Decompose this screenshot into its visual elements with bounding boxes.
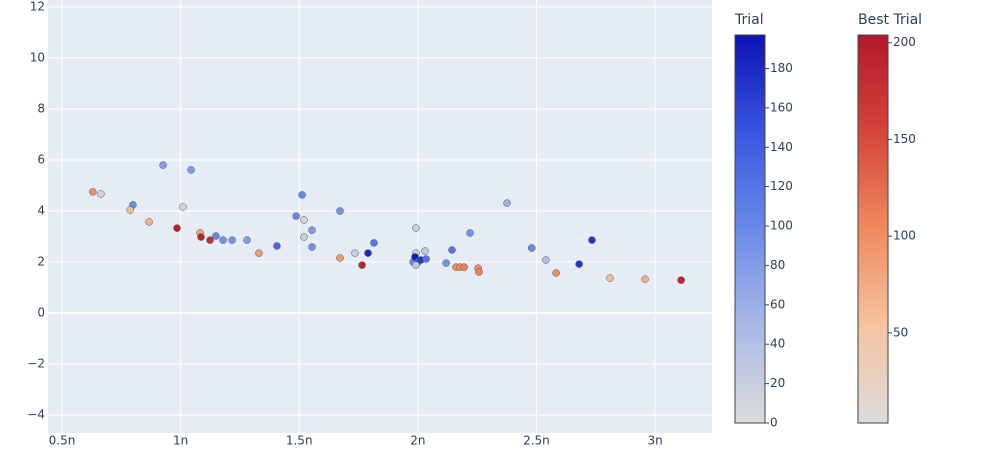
point xyxy=(228,236,236,244)
y-tick-label: 12 xyxy=(30,0,45,13)
y-tick-label: 6 xyxy=(37,152,45,166)
y-tick-label: 0 xyxy=(37,306,45,320)
point xyxy=(575,260,583,268)
point xyxy=(442,259,450,267)
point xyxy=(273,242,281,250)
point xyxy=(422,255,430,263)
colorbar-tick-label: 100 xyxy=(770,219,793,233)
y-tick-label: 8 xyxy=(37,101,45,115)
point xyxy=(212,232,220,240)
point xyxy=(475,268,483,276)
point xyxy=(145,218,153,226)
x-tick-label: 1.5n xyxy=(286,434,313,448)
point xyxy=(552,269,560,277)
x-tick-label: 3n xyxy=(647,434,662,448)
x-tick-label: 2n xyxy=(410,434,425,448)
point xyxy=(173,224,181,232)
point xyxy=(126,206,134,214)
point xyxy=(641,275,649,283)
y-tick-label: 2 xyxy=(37,255,45,269)
point xyxy=(255,249,263,257)
point xyxy=(97,190,105,198)
colorbar-tick-label: 20 xyxy=(770,376,785,390)
point xyxy=(421,247,429,255)
x-tick-label: 1n xyxy=(173,434,188,448)
point xyxy=(412,261,420,269)
point xyxy=(364,249,372,257)
point xyxy=(159,161,167,169)
colorbar-tick-label: 40 xyxy=(770,337,785,351)
colorbar-tick-label: 120 xyxy=(770,179,793,193)
colorbar-title: Trial xyxy=(734,12,764,28)
point xyxy=(89,188,97,196)
point xyxy=(179,203,187,211)
colorbar-tick-label: 180 xyxy=(770,61,793,75)
point xyxy=(336,254,344,262)
point xyxy=(448,246,456,254)
y-tick-label: −2 xyxy=(27,357,45,371)
colorbar-tick-label: 140 xyxy=(770,140,793,154)
plot-area xyxy=(48,0,712,433)
point xyxy=(292,212,300,220)
point xyxy=(197,233,205,241)
colorbar-tick-label: 80 xyxy=(770,258,785,272)
point xyxy=(336,207,344,215)
point xyxy=(370,239,378,247)
point xyxy=(503,199,511,207)
colorbar xyxy=(857,34,889,424)
x-tick-label: 2.5n xyxy=(523,434,550,448)
point xyxy=(466,229,474,237)
point xyxy=(206,236,214,244)
point xyxy=(412,224,420,232)
colorbar-tick-label: 50 xyxy=(893,325,908,339)
point xyxy=(588,236,596,244)
point xyxy=(527,244,536,252)
colorbar-tick-label: 200 xyxy=(893,35,916,49)
colorbar xyxy=(734,34,766,424)
point xyxy=(606,274,614,282)
point xyxy=(308,226,316,234)
point xyxy=(460,263,468,271)
colorbar-title: Best Trial xyxy=(858,12,922,28)
y-tick-label: 4 xyxy=(37,204,45,218)
point xyxy=(300,216,308,224)
colorbar-tick-label: 150 xyxy=(893,132,916,146)
point xyxy=(243,236,251,244)
point xyxy=(298,191,306,199)
point xyxy=(542,256,550,264)
point xyxy=(219,236,227,244)
colorbar-tick-label: 100 xyxy=(893,229,916,243)
x-tick-label: 0.5n xyxy=(49,434,76,448)
point xyxy=(677,276,685,284)
point xyxy=(358,261,366,269)
point xyxy=(308,243,316,251)
y-tick-label: 10 xyxy=(30,50,45,64)
colorbar-tick-label: 160 xyxy=(770,100,793,114)
colorbar-tick-label: 60 xyxy=(770,297,785,311)
colorbar-tick-label: 0 xyxy=(770,416,778,430)
point xyxy=(351,249,359,257)
point xyxy=(187,166,195,174)
point xyxy=(300,233,308,241)
y-tick-label: −4 xyxy=(27,408,45,422)
